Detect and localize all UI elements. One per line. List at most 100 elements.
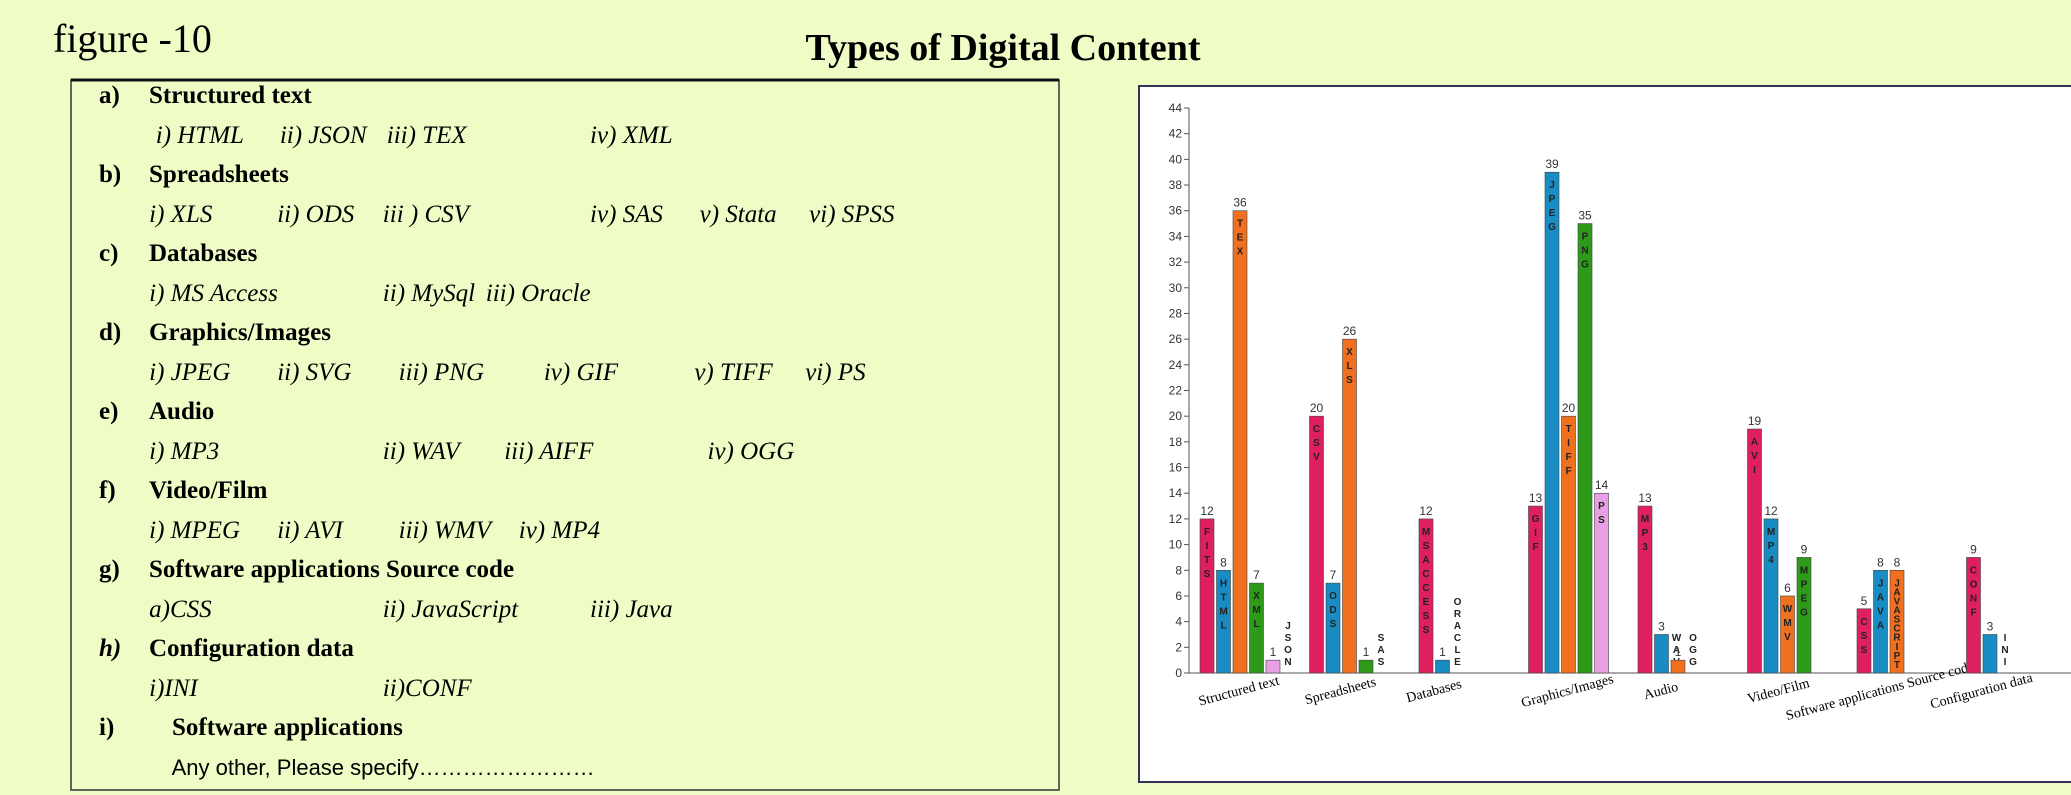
bar-name-letter: G bbox=[1689, 657, 1697, 668]
list-item: iii ) CSV bbox=[383, 201, 472, 228]
bar-value-label: 8 bbox=[1877, 555, 1884, 569]
y-tick-label: 0 bbox=[1175, 666, 1182, 680]
bar-name-letter: S bbox=[1378, 633, 1385, 644]
bar-name-letter: T bbox=[1565, 424, 1571, 435]
bar bbox=[1325, 582, 1341, 674]
bar-name-letter: G bbox=[1548, 222, 1556, 233]
list-heading: Databases bbox=[149, 240, 258, 267]
list-item: i) JPEG bbox=[149, 359, 230, 386]
list-heading: Software applications bbox=[172, 714, 403, 741]
bar-name-letter: J bbox=[1285, 621, 1291, 632]
bar-name-letter: A bbox=[1877, 620, 1884, 631]
bar-value-label: 3 bbox=[1987, 619, 1994, 633]
list-letter: h) bbox=[99, 635, 121, 662]
bar bbox=[1435, 659, 1450, 674]
list-letter: g) bbox=[99, 556, 120, 583]
bar-name-letter: C bbox=[1970, 565, 1977, 576]
bar-value-label: 13 bbox=[1638, 491, 1652, 505]
bar-name-letter: S bbox=[1423, 625, 1430, 636]
y-tick-label: 22 bbox=[1169, 384, 1183, 398]
bar bbox=[1358, 659, 1374, 674]
bar-name-letter: R bbox=[1893, 633, 1901, 644]
bar-name-letter: S bbox=[1861, 631, 1868, 642]
bar-name-letter: S bbox=[1313, 438, 1320, 449]
bar-value-label: 39 bbox=[1545, 157, 1559, 171]
bar-name-letter: T bbox=[1237, 219, 1243, 230]
list-item: a)CSS bbox=[149, 596, 212, 623]
list-item: i) MPEG bbox=[149, 517, 240, 544]
bar bbox=[1654, 634, 1669, 674]
bar-name-letter: V bbox=[1894, 596, 1901, 607]
list-item: iii) Oracle bbox=[486, 280, 591, 307]
bar-name-letter: J bbox=[1894, 578, 1900, 589]
bar-value-label: 5 bbox=[1861, 594, 1868, 608]
y-tick-label: 38 bbox=[1169, 178, 1183, 192]
list-item: ii) ODS bbox=[277, 201, 355, 228]
y-tick-label: 44 bbox=[1169, 101, 1183, 115]
y-tick-label: 26 bbox=[1169, 332, 1183, 346]
bar-name-letter: 4 bbox=[1768, 555, 1774, 566]
bar-name-letter: P bbox=[1642, 528, 1649, 539]
bar-name-letter: C bbox=[1422, 569, 1429, 580]
bar-name-letter: S bbox=[1423, 541, 1430, 552]
bar bbox=[1594, 492, 1609, 674]
bar-name-letter: I bbox=[1567, 438, 1570, 449]
list-letter: c) bbox=[99, 240, 118, 267]
bar-name-letter: S bbox=[1598, 515, 1605, 526]
bar-name-letter: E bbox=[1549, 208, 1556, 219]
bar-value-label: 12 bbox=[1419, 504, 1433, 518]
list-heading: Audio bbox=[149, 398, 214, 425]
figure-label: figure -10 bbox=[53, 16, 212, 61]
bar-name-letter: P bbox=[1768, 541, 1775, 552]
bar-name-letter: N bbox=[1284, 657, 1291, 668]
y-tick-label: 24 bbox=[1169, 358, 1183, 372]
list-item: iii) AIFF bbox=[504, 438, 594, 465]
list-letter: i) bbox=[99, 714, 114, 741]
bar bbox=[1889, 569, 1905, 674]
list-item: i) MS Access bbox=[149, 280, 278, 307]
bar bbox=[1747, 428, 1762, 674]
bar-name-letter: L bbox=[1346, 361, 1352, 372]
bar-name-letter: C bbox=[1893, 624, 1900, 635]
y-tick-label: 6 bbox=[1175, 589, 1182, 603]
bar-value-label: 1 bbox=[1363, 645, 1370, 659]
bar-name-letter: A bbox=[1877, 592, 1884, 603]
bar-name-letter: I bbox=[2004, 657, 2007, 668]
bar bbox=[1528, 505, 1543, 674]
bar-name-letter: S bbox=[1894, 615, 1901, 626]
y-tick-label: 16 bbox=[1169, 461, 1183, 475]
bar-name-letter: W bbox=[1783, 604, 1793, 615]
bar-name-letter: E bbox=[1801, 593, 1808, 604]
list-letter: d) bbox=[99, 319, 121, 346]
bar-name-letter: S bbox=[1285, 633, 1292, 644]
bar-value-label: 12 bbox=[1200, 504, 1214, 518]
bar-name-letter: A bbox=[1893, 587, 1900, 598]
bar-name-letter: M bbox=[1767, 527, 1775, 538]
bar-name-letter: F bbox=[1970, 607, 1976, 618]
y-tick-label: 14 bbox=[1169, 486, 1183, 500]
bar bbox=[1873, 569, 1888, 674]
list-item: ii) WAV bbox=[383, 438, 463, 465]
list-item: ii)CONF bbox=[383, 675, 473, 702]
bar-value-label: 12 bbox=[1764, 504, 1778, 518]
bar-name-letter: I bbox=[1206, 541, 1209, 552]
list-heading: Graphics/Images bbox=[149, 319, 331, 346]
bar bbox=[1763, 518, 1779, 674]
y-tick-label: 34 bbox=[1169, 229, 1183, 243]
y-tick-label: 2 bbox=[1175, 640, 1182, 654]
list-item: iv) GIF bbox=[544, 359, 619, 386]
list-item: iv) SAS bbox=[590, 201, 663, 228]
bar bbox=[1309, 415, 1324, 674]
